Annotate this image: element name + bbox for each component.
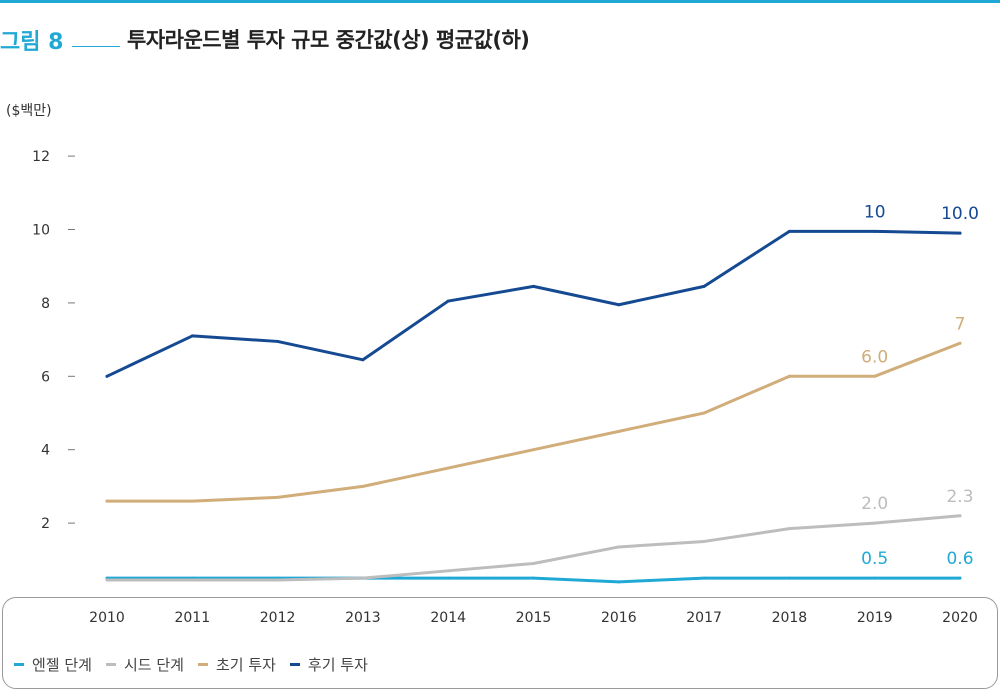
figure-label-dash xyxy=(72,46,120,47)
x-axis-frame xyxy=(2,597,998,689)
data-label: 7 xyxy=(955,314,966,334)
data-point xyxy=(873,374,877,378)
data-point xyxy=(702,411,706,415)
x-tick-label: 2016 xyxy=(601,610,637,626)
data-point xyxy=(446,569,450,573)
data-point xyxy=(276,495,280,499)
data-label: 2.3 xyxy=(946,487,973,507)
data-point xyxy=(446,299,450,303)
y-tick-label: 2 xyxy=(41,516,50,532)
y-tick-label: 6 xyxy=(41,369,50,385)
data-point xyxy=(873,229,877,233)
legend-swatch xyxy=(105,663,116,666)
data-point xyxy=(190,499,194,503)
data-point xyxy=(190,334,194,338)
data-point xyxy=(702,539,706,543)
x-tick-label: 2011 xyxy=(174,610,210,626)
x-tick-label: 2018 xyxy=(772,610,808,626)
figure-label: 그림 8 xyxy=(0,30,64,55)
data-point xyxy=(105,374,109,378)
data-point xyxy=(617,429,621,433)
data-label: 0.6 xyxy=(946,549,973,569)
data-point xyxy=(105,499,109,503)
data-point xyxy=(105,578,109,582)
y-tick-label: 8 xyxy=(41,296,50,312)
data-point xyxy=(958,514,962,518)
data-point xyxy=(958,341,962,345)
x-tick-label: 2013 xyxy=(345,610,381,626)
data-point xyxy=(787,374,791,378)
data-label: 10 xyxy=(864,202,886,222)
data-label: 6.0 xyxy=(861,347,888,367)
data-point xyxy=(532,576,535,580)
legend-label: 초기 투자 xyxy=(215,656,276,674)
data-point xyxy=(361,358,365,362)
data-point xyxy=(446,466,450,470)
series-line-2 xyxy=(105,514,962,582)
y-axis-unit: ($백만) xyxy=(6,103,52,119)
x-tick-label: 2015 xyxy=(516,610,552,626)
legend: 엔젤 단계 시드 단계 초기 투자 후기 투자 xyxy=(14,654,368,675)
x-tick-label: 2019 xyxy=(857,610,893,626)
data-point xyxy=(617,303,621,307)
legend-label: 후기 투자 xyxy=(307,656,368,674)
data-label: 10.0 xyxy=(941,204,979,224)
legend-swatch xyxy=(14,663,24,666)
data-point xyxy=(532,561,535,565)
x-tick-label: 2014 xyxy=(430,610,466,626)
y-tick-label: 4 xyxy=(41,443,50,459)
data-point xyxy=(446,576,450,580)
legend-item: 시드 단계 xyxy=(105,654,184,675)
data-label: 2.0 xyxy=(861,494,888,514)
legend-label: 시드 단계 xyxy=(123,656,184,674)
y-tick-label: 12 xyxy=(32,149,50,165)
data-point xyxy=(702,576,706,580)
data-point xyxy=(787,229,791,233)
series-line-3 xyxy=(105,341,962,503)
data-point xyxy=(873,576,877,580)
data-point xyxy=(190,578,194,582)
data-point xyxy=(361,484,365,488)
data-point xyxy=(702,284,706,288)
x-tick-label: 2017 xyxy=(686,610,722,626)
data-point xyxy=(873,521,877,525)
data-point xyxy=(532,448,535,452)
legend-item: 후기 투자 xyxy=(289,654,368,675)
data-point xyxy=(787,527,791,531)
data-point xyxy=(276,578,280,582)
data-point xyxy=(276,339,280,343)
data-point xyxy=(617,545,621,549)
data-point xyxy=(787,576,791,580)
legend-label: 엔젤 단계 xyxy=(32,656,92,674)
data-point xyxy=(958,576,962,580)
legend-item: 엔젤 단계 xyxy=(14,654,92,675)
data-point xyxy=(532,284,535,288)
x-tick-label: 2010 xyxy=(89,610,125,626)
top-rule xyxy=(0,0,1000,3)
y-tick-label: 10 xyxy=(32,223,50,239)
series-line-4 xyxy=(105,229,962,378)
data-point xyxy=(361,576,365,580)
figure-title: 투자라운드별 투자 규모 중간값(상) 평균값(하) xyxy=(127,28,530,52)
x-tick-label: 2012 xyxy=(260,610,296,626)
legend-item: 초기 투자 xyxy=(197,654,276,675)
legend-swatch xyxy=(289,663,300,666)
data-label: 0.5 xyxy=(861,549,888,569)
x-tick-label: 2020 xyxy=(942,610,978,626)
legend-swatch xyxy=(197,663,208,666)
data-point xyxy=(617,580,621,584)
data-point xyxy=(958,231,962,235)
